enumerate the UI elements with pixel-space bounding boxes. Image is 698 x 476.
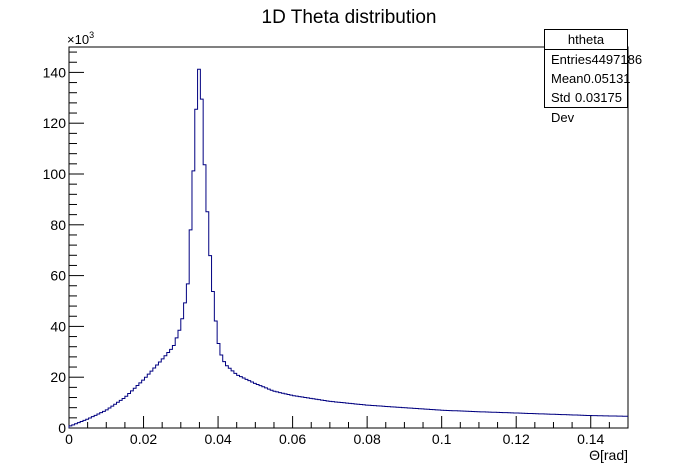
chart-title: 1D Theta distribution xyxy=(262,7,437,28)
stats-entries-value: 4497186 xyxy=(591,52,643,67)
stats-row-std: Std Dev 0.03175 xyxy=(545,88,627,125)
stats-mean-label: Mean xyxy=(551,71,584,86)
stats-box: htheta Entries 4497186 Mean 0.05131 Std … xyxy=(544,29,642,125)
y-tick-label: 40 xyxy=(50,318,66,334)
y-tick-label: 120 xyxy=(43,115,67,131)
x-tick-label: 0.02 xyxy=(130,431,157,447)
stats-row-entries: Entries 4497186 xyxy=(545,50,642,69)
stats-std-value: 0.03175 xyxy=(575,90,622,105)
y-tick-label: 20 xyxy=(50,369,66,385)
x-tick-label: 0.12 xyxy=(503,431,530,447)
x-tick-label: 0.08 xyxy=(354,431,381,447)
x-axis: 0 0.02 0.04 0.06 0.08 0.1 0.12 0.14 xyxy=(65,416,629,447)
y-tick-label: 60 xyxy=(50,268,66,284)
y-tick-label: 140 xyxy=(43,64,67,80)
y-tick-label: 80 xyxy=(50,217,66,233)
stats-row-mean: Mean 0.05131 xyxy=(545,69,631,88)
y-axis: 0 20 40 60 80 100 120 140 xyxy=(43,51,84,436)
y-tick-label: 0 xyxy=(58,420,66,436)
stats-std-label: Std Dev xyxy=(551,90,575,125)
y-multiplier-label: ×103 xyxy=(67,30,94,47)
stats-title: htheta xyxy=(545,30,627,50)
histogram-line xyxy=(68,68,628,428)
y-tick-label: 100 xyxy=(43,166,67,182)
x-tick-label: 0.04 xyxy=(204,431,231,447)
x-tick-label: 0.06 xyxy=(279,431,306,447)
stats-mean-value: 0.05131 xyxy=(583,71,631,86)
x-axis-label: Θ[rad] xyxy=(589,447,628,463)
x-tick-label: 0 xyxy=(65,431,73,447)
stats-entries-label: Entries xyxy=(551,52,592,67)
x-tick-label: 0.14 xyxy=(577,431,604,447)
x-tick-label: 0.1 xyxy=(432,431,452,447)
